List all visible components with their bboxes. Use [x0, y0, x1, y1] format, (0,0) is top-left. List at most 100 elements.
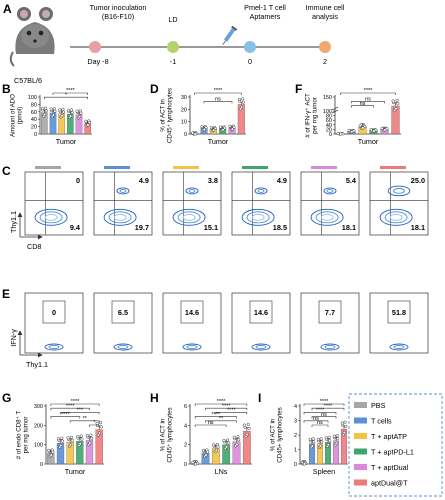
sig-bracket [194, 403, 248, 406]
flow-gate-value: 6.5 [118, 308, 128, 317]
contour-line [186, 344, 198, 350]
legend: PBS T cells T + aptATP T + aptPD-L1 T + aptD… [348, 393, 443, 497]
data-point [241, 100, 245, 104]
data-point [222, 438, 226, 443]
data-point [44, 106, 48, 110]
contour-line [246, 211, 270, 224]
data-point [324, 436, 328, 440]
x-axis-label: Tumor [358, 137, 379, 146]
step-3-day: 0 [248, 57, 252, 66]
y-tick-label: 10 [181, 120, 187, 126]
sig-label: **** [324, 403, 333, 409]
flow-ur-value: 0 [76, 176, 80, 185]
axis-break [331, 106, 339, 114]
legend-swatch [354, 479, 367, 486]
contour-line [182, 213, 196, 221]
contour-line [315, 211, 339, 224]
sig-bracket [351, 101, 385, 104]
y-tick-label: 0 [34, 132, 37, 138]
contour-line [251, 343, 271, 351]
data-point [335, 434, 339, 438]
sig-label: **** [227, 408, 236, 414]
legend-label: T + aptATP [371, 432, 407, 441]
sig-label: ** [219, 416, 224, 422]
panel-h-chart: H% of ACT inCD45⁺ lymphocytes0246LNs****… [150, 391, 252, 476]
step-1-title: Tumor inoculation (B16-F10) [90, 3, 147, 21]
data-point [230, 127, 234, 131]
data-point [358, 124, 362, 128]
data-point [97, 431, 102, 435]
panel-h-label: H [150, 391, 159, 405]
y-tick-label: 4 [294, 404, 297, 410]
data-point [326, 443, 330, 447]
y-tick-label: 40 [31, 117, 37, 123]
group-color-bar [311, 166, 337, 169]
y-axis-label: # of IFN-γ⁺ ACTper mg tumor [305, 93, 319, 138]
group-color-bar [242, 166, 268, 169]
flow-gate-value: 7.7 [325, 308, 335, 317]
data-point [200, 125, 204, 129]
data-point [79, 434, 83, 438]
data-point [380, 126, 384, 130]
flow-lr-value: 18.5 [273, 223, 287, 232]
flow-plot-box [93, 171, 153, 236]
y-tick-label: 2 [184, 443, 187, 449]
data-point [212, 128, 216, 132]
data-point [226, 441, 230, 445]
sig-label: **** [222, 403, 231, 409]
data-point [47, 448, 51, 452]
contour-line [113, 343, 133, 351]
data-point [44, 109, 48, 113]
data-point [216, 445, 220, 449]
sig-label: * [65, 92, 68, 98]
data-point [221, 128, 225, 132]
group-color-bar [380, 166, 406, 169]
data-point [214, 449, 218, 453]
y-tick-label: 2 [294, 433, 297, 439]
panel-e-label: E [2, 287, 10, 301]
sig-label: **** [61, 412, 70, 418]
sig-label: ns [365, 97, 371, 103]
contour-line [48, 344, 60, 350]
gate-box [180, 300, 204, 324]
data-point [60, 114, 64, 118]
data-point [87, 121, 92, 125]
data-point [59, 444, 63, 448]
legend-swatch [354, 417, 367, 424]
legend-swatch [354, 402, 367, 408]
sig-bracket [311, 424, 329, 427]
sig-bracket [194, 416, 237, 419]
data-point [209, 126, 213, 130]
y-tick-label: 20 [181, 107, 187, 113]
data-point [228, 124, 232, 128]
sig-bracket [89, 424, 100, 427]
data-point [372, 129, 376, 133]
contour-line [254, 187, 268, 195]
data-point [226, 438, 230, 442]
data-point [204, 453, 208, 457]
data-point [76, 434, 80, 439]
flow-lr-value: 18.1 [411, 223, 425, 232]
gate-box [387, 300, 411, 324]
data-point [300, 460, 304, 464]
legend-box [348, 393, 443, 497]
legend-label: PBS [371, 401, 386, 410]
sig-bracket [50, 416, 81, 419]
data-point [347, 128, 351, 133]
flow-ur-value: 4.9 [277, 176, 287, 185]
data-point [51, 450, 55, 454]
flow-plot-box [93, 292, 153, 354]
panel-d-chart: D% of ACT inCD45⁺ lymphocytes 0 10 20 30 Tumo… [150, 82, 246, 146]
data-point [246, 422, 250, 427]
data-point [70, 108, 74, 112]
data-point [394, 107, 398, 111]
timeline-dot-2 [167, 41, 179, 53]
sig-label: **** [66, 403, 75, 409]
sig-bracket [215, 412, 248, 415]
legend-swatch [354, 464, 367, 470]
contour-line [257, 188, 265, 193]
timeline-dot-1 [89, 41, 101, 53]
data-point [52, 107, 56, 111]
data-point [240, 105, 244, 109]
contour-line [34, 208, 68, 226]
